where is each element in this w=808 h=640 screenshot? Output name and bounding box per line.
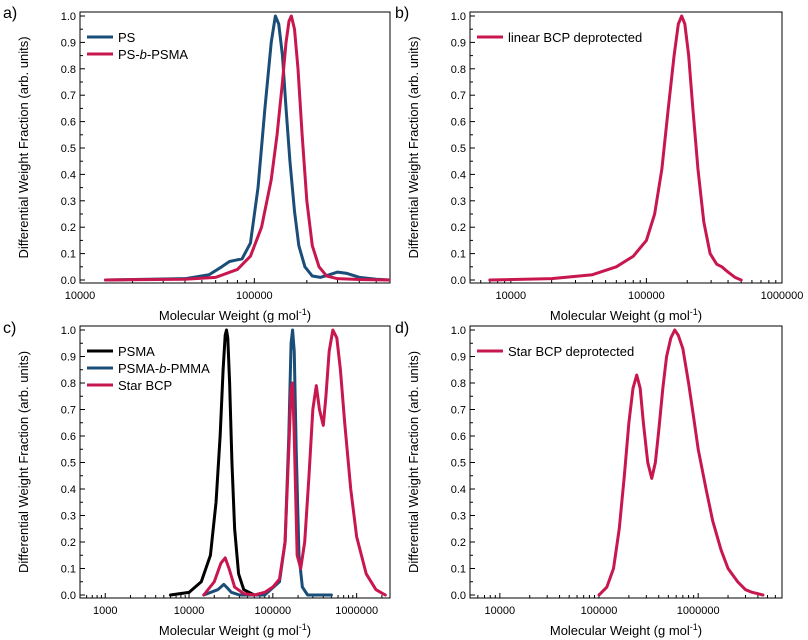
panel-label: d) — [395, 320, 409, 337]
y-tick-label: 0.8 — [61, 64, 76, 76]
x-tick-label: 100000 — [628, 290, 665, 302]
y-tick-label: 0.9 — [61, 352, 76, 364]
legend-label: PSMA-b-PMMA — [118, 361, 210, 376]
series-line — [103, 14, 390, 282]
series-group — [103, 14, 390, 282]
y-tick-label: 0.6 — [61, 117, 76, 129]
y-tick-label: 1.0 — [61, 11, 76, 23]
x-tick-label: 1000000 — [677, 605, 720, 617]
panel-2: c) 0.0 0.1 0.2 0.3 0.4 0.5 0.6 0.7 0.8 0.9 1.0 1000 1… — [3, 320, 391, 638]
y-tick-label: 0.7 — [61, 90, 76, 102]
y-tick-label: 0.5 — [451, 143, 466, 155]
y-tick-label: 0.2 — [61, 222, 76, 234]
series-line — [168, 328, 256, 597]
y-tick-label: 0.7 — [61, 405, 76, 417]
y-tick-label: 0.9 — [451, 37, 466, 49]
y-tick-label: 0.4 — [61, 169, 76, 181]
y-tick-label: 0.2 — [61, 537, 76, 549]
y-tick-label: 0.8 — [61, 378, 76, 390]
y-tick-label: 0.2 — [451, 537, 466, 549]
y-tick-label: 0.6 — [451, 117, 466, 129]
y-tick-label: 0.0 — [451, 275, 466, 287]
y-tick-label: 0.2 — [451, 222, 466, 234]
y-tick-label: 0.8 — [451, 378, 466, 390]
y-tick-label: 0.7 — [451, 405, 466, 417]
y-tick-label: 0.1 — [61, 249, 76, 261]
y-tick-label: 0.5 — [61, 143, 76, 155]
y-tick-label: 1.0 — [61, 325, 76, 337]
y-tick-label: 0.6 — [451, 431, 466, 443]
x-axis-label: Molecular Weight (g mol-1) — [550, 622, 702, 638]
series-group — [488, 14, 743, 282]
x-axis-label: Molecular Weight (g mol-1) — [159, 622, 311, 638]
panel-label: b) — [395, 5, 409, 22]
y-tick-label: 0.8 — [451, 64, 466, 76]
legend-label: PS-b-PSMA — [118, 47, 188, 62]
y-tick-label: 0.5 — [61, 458, 76, 470]
series-group — [597, 328, 765, 597]
y-axis-label: Differential Weight Fraction (arb. units… — [16, 351, 31, 573]
legend-label: Star BCP deprotected — [508, 344, 634, 359]
panel-label: a) — [3, 5, 17, 22]
y-tick-label: 0.4 — [61, 484, 76, 496]
panel-label: c) — [3, 320, 16, 337]
x-tick-label: 100000 — [236, 290, 273, 302]
y-tick-label: 0.3 — [451, 196, 466, 208]
x-axis-label: Molecular Weight (g mol-1) — [550, 307, 702, 323]
y-tick-label: 0.4 — [451, 484, 466, 496]
y-tick-label: 1.0 — [451, 11, 466, 23]
y-tick-label: 0.5 — [451, 458, 466, 470]
y-tick-label: 0.1 — [61, 564, 76, 576]
x-tick-label: 1000000 — [761, 290, 804, 302]
y-tick-label: 0.4 — [451, 169, 466, 181]
series-line — [597, 328, 765, 597]
x-tick-label: 100000 — [581, 605, 618, 617]
legend-label: Star BCP — [118, 378, 172, 393]
legend-label: linear BCP deprotected — [508, 30, 642, 45]
x-tick-label: 1000000 — [335, 605, 378, 617]
y-tick-label: 0.6 — [61, 431, 76, 443]
y-tick-label: 0.1 — [451, 249, 466, 261]
plot-frame — [469, 11, 783, 284]
y-tick-label: 0.0 — [61, 590, 76, 602]
y-tick-label: 1.0 — [451, 325, 466, 337]
series-line — [202, 328, 387, 597]
y-tick-label: 0.9 — [451, 352, 466, 364]
y-axis-label: Differential Weight Fraction (arb. units… — [406, 351, 421, 573]
y-tick-label: 0.3 — [61, 196, 76, 208]
x-tick-label: 10000 — [485, 605, 516, 617]
y-tick-label: 0.3 — [451, 511, 466, 523]
legend-label: PS — [118, 30, 136, 45]
series-line — [488, 14, 743, 282]
y-tick-label: 0.0 — [61, 275, 76, 287]
x-tick-label: 10000 — [65, 290, 96, 302]
y-tick-label: 0.9 — [61, 37, 76, 49]
y-tick-label: 0.1 — [451, 564, 466, 576]
x-tick-label: 10000 — [174, 605, 205, 617]
x-tick-label: 100000 — [254, 605, 291, 617]
panel-3: d) 0.0 0.1 0.2 0.3 0.4 0.5 0.6 0.7 0.8 0.9 1.0 10000… — [395, 320, 783, 638]
y-tick-label: 0.0 — [451, 590, 466, 602]
series-group — [168, 328, 387, 597]
panel-0: a) 0.0 0.1 0.2 0.3 0.4 0.5 0.6 0.7 0.8 0.9 1.0 10000… — [3, 5, 391, 323]
x-tick-label: 10000 — [496, 290, 527, 302]
y-tick-label: 0.7 — [451, 90, 466, 102]
legend-label: PSMA — [118, 344, 155, 359]
x-tick-label: 1000 — [93, 605, 117, 617]
x-axis-label: Molecular Weight (g mol-1) — [159, 307, 311, 323]
y-axis-label: Differential Weight Fraction (arb. units… — [16, 36, 31, 258]
y-axis-label: Differential Weight Fraction (arb. units… — [406, 36, 421, 258]
panel-1: b) 0.0 0.1 0.2 0.3 0.4 0.5 0.6 0.7 0.8 0.9 1.0 10000… — [395, 5, 803, 323]
y-tick-label: 0.3 — [61, 511, 76, 523]
series-line — [103, 14, 390, 282]
